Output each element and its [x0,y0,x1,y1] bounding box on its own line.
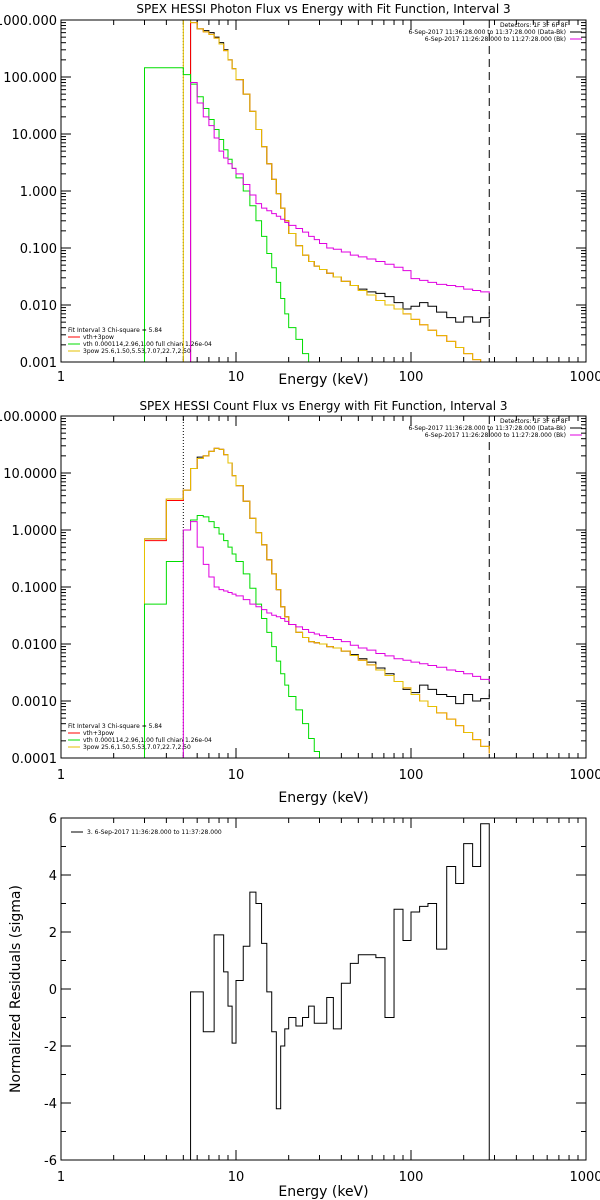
y-tick-label: 6 [49,812,57,827]
y-axis-ticks: 100.0000 10.0000 1.0000 0.1000 0.0100 0.0010 0… [0,410,586,767]
x-tick-label: 100 [399,1170,424,1185]
series-3-line [144,20,490,362]
y-tick-label: -6 [44,1154,57,1169]
info-line: 6-Sep-2017 11:26:28.000 to 11:27:28.000 … [425,36,566,43]
y-axis-ticks: 6 4 2 0 -2 -4 -6 [44,812,586,1169]
plot-frame [60,817,587,1161]
series-1-line [183,823,490,1160]
x-tick-label: 1 [57,1170,65,1185]
y-tick-label: 100.0000 [0,410,57,425]
info-line: 6-Sep-2017 11:36:28.000 to 11:37:28.000 … [408,29,566,36]
y-tick-label: 4 [49,869,57,884]
fit-legend-line: Fit Interval 3 Chi-square = 5.84 [68,327,162,334]
fit-legend-line: vth 0.000114,2.96,1.00 full chian 1.26e-… [83,737,212,744]
y-tick-label: 0.0001 [12,752,58,767]
y-tick-label: 10.0000 [3,467,57,482]
info-block: Detectors: 1F 3F 6F 8F6-Sep-2017 11:36:2… [408,22,582,43]
plot-frame [60,19,587,363]
y-tick-label: 1000.000 [0,14,57,29]
x-axis-label: Energy (keV) [278,1184,368,1200]
panel-1: SPEX HESSI Photon Flux vs Energy with Fi… [0,2,600,388]
fit-legend-line: vth+3pow [83,730,114,737]
x-tick-label: 1 [57,768,65,783]
fit-legend-line: vth+3pow [83,334,114,341]
y-axis-ticks: 1000.000 100.000 10.000 1.000 0.100 0.010 0.00… [0,14,586,371]
x-tick-label: 100 [399,768,424,783]
series-2-line [183,22,490,362]
panel-2: SPEX HESSI Count Flux vs Energy with Fit… [0,399,600,806]
x-tick-label: 1000 [569,1170,600,1185]
y-axis-label: Normalized Residuals (sigma) [8,885,24,1093]
x-axis-label: Energy (keV) [278,372,368,388]
info-block: Detectors: 1F 3F 6F 8F6-Sep-2017 11:36:2… [408,418,582,439]
series-2-line [143,447,490,758]
y-tick-label: 0.001 [20,356,57,371]
series-4-line [143,514,320,758]
y-tick-label: 0.1000 [12,581,58,596]
series-1-line [143,447,490,758]
series-3-line [143,447,490,758]
series-group [143,20,490,362]
y-tick-label: 0.0010 [12,695,58,710]
fit-legend: Fit Interval 3 Chi-square = 5.84vth+3pow… [68,327,212,355]
y-tick-label: 1.0000 [12,524,58,539]
y-tick-label: 0.100 [20,242,57,257]
x-tick-label: 10 [228,370,245,385]
y-tick-label: 10.000 [12,128,58,143]
info-line: 6-Sep-2017 11:26:28.000 to 11:27:28.000 … [425,432,566,439]
chart-title: SPEX HESSI Count Flux vs Energy with Fit… [139,399,507,413]
info-line: Detectors: 1F 3F 6F 8F [500,22,569,29]
legend-label: 3. 6-Sep-2017 11:36:28.000 to 11:37:28.0… [87,829,222,836]
series-5-line [182,521,490,758]
x-axis-ticks: 1 10 100 1000 [57,20,600,385]
y-tick-label: 0.010 [20,299,57,314]
fit-legend: Fit Interval 3 Chi-square = 5.84vth+3pow… [68,723,212,751]
x-tick-label: 100 [399,370,424,385]
fit-legend-line: 3pow 25.6,1.50,5.53,7.07,22.7,2.50 [83,348,191,355]
panel-3: 1 10 100 1000 6 4 2 0 -2 -4 -6 Energy (keV) Normaliz… [8,812,600,1200]
x-tick-label: 1 [57,370,65,385]
y-tick-label: 2 [49,926,57,941]
series-1-line [183,20,490,362]
x-tick-label: 10 [228,768,245,783]
series-5-line [183,82,490,362]
chart-title: SPEX HESSI Photon Flux vs Energy with Fi… [136,2,510,16]
series-group [143,447,490,758]
info-line: 6-Sep-2017 11:36:28.000 to 11:37:28.000 … [408,425,566,432]
plot-frame [60,415,587,759]
y-tick-label: 0 [49,983,57,998]
fit-legend-line: Fit Interval 3 Chi-square = 5.84 [68,723,162,730]
x-tick-label: 10 [228,1170,245,1185]
legend: 3. 6-Sep-2017 11:36:28.000 to 11:37:28.0… [71,829,222,836]
series-4-line [143,67,320,362]
x-tick-label: 1000 [569,370,600,385]
series-group [183,823,490,1160]
x-axis-label: Energy (keV) [278,790,368,806]
fit-legend-line: vth 0.000114,2.96,1.00 full chian 1.26e-… [83,341,212,348]
y-tick-label: 100.000 [3,71,57,86]
y-tick-label: -4 [44,1097,57,1112]
y-tick-label: 1.000 [20,185,57,200]
x-axis-ticks: 1 10 100 1000 [57,818,600,1185]
y-tick-label: 0.0100 [12,638,58,653]
x-tick-label: 1000 [569,768,600,783]
y-tick-label: -2 [44,1040,57,1055]
fit-legend-line: 3pow 25.6,1.50,5.53,7.07,22.7,2.50 [83,744,191,751]
info-line: Detectors: 1F 3F 6F 8F [500,418,569,425]
